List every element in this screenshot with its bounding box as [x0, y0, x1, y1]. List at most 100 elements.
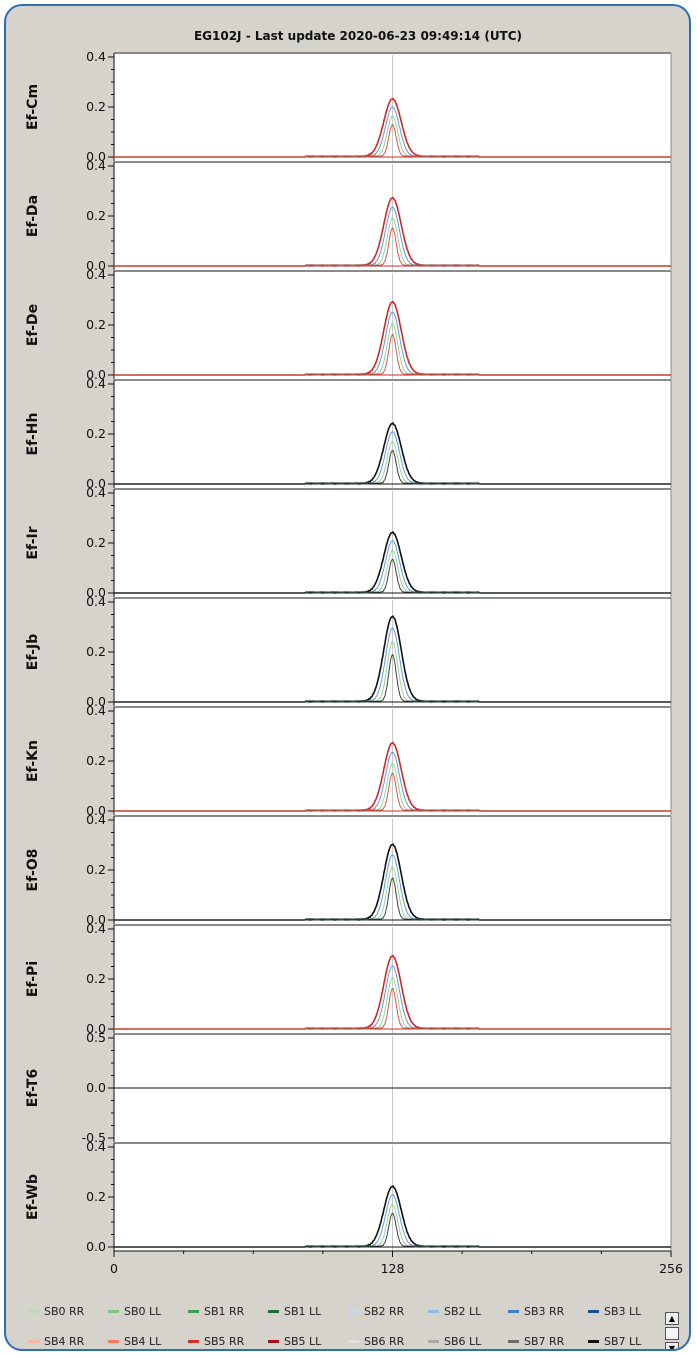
legend-swatch [268, 1339, 279, 1343]
legend-item: SB4 LL [108, 1326, 188, 1349]
legend-item: SB2 LL [428, 1296, 508, 1326]
station-label: Ef-Jb [25, 634, 41, 670]
y-tick-label: 0.2 [86, 535, 106, 550]
station-label: Ef-De [25, 304, 41, 346]
legend-swatch [348, 1309, 359, 1313]
y-tick-label: 0.0 [86, 694, 106, 709]
y-tick-label: 0.4 [86, 812, 106, 827]
panel-ef-da: 0.0 0.2 0.4 Ef-Da [25, 158, 672, 273]
legend-label: SB1 RR [204, 1304, 245, 1318]
scroll-down-button[interactable]: ▼ [665, 1342, 679, 1349]
panel-ef-kn: 0.0 0.2 0.4 Ef-Kn [25, 703, 672, 818]
panel-ef-jb: 0.0 0.2 0.4 Ef-Jb [25, 594, 672, 709]
legend-swatch [188, 1339, 199, 1343]
legend-swatch [588, 1309, 599, 1313]
y-tick-label: 0.4 [86, 703, 106, 718]
y-tick-label: 0.0 [86, 803, 106, 818]
legend-swatch [428, 1309, 439, 1313]
y-tick-label: 0.2 [86, 862, 106, 877]
panel-ef-pi: 0.0 0.2 0.4 Ef-Pi [25, 921, 672, 1036]
y-tick-label: -0.5 [82, 1130, 106, 1145]
legend-label: SB7 LL [604, 1334, 642, 1348]
y-tick-label: 0.0 [86, 1239, 106, 1254]
fringe-amplitude-chart: EG102J - Last update 2020-06-23 09:49:14… [25, 29, 683, 1276]
legend-label: SB6 RR [364, 1334, 405, 1348]
station-label: Ef-T6 [25, 1069, 41, 1107]
y-tick-label: 0.0 [86, 476, 106, 491]
x-tick-label: 256 [659, 1261, 683, 1276]
series-trace [114, 558, 671, 594]
legend-swatch [508, 1309, 519, 1313]
y-tick-label: 0.2 [86, 753, 106, 768]
series-trace [114, 449, 671, 485]
legend-item: SB6 RR [348, 1326, 428, 1349]
legend-swatch [508, 1339, 519, 1343]
panel-ef-o8: 0.0 0.2 0.4 Ef-O8 [25, 812, 672, 927]
y-tick-label: 0.0 [86, 258, 106, 273]
y-tick-label: 0.4 [86, 158, 106, 173]
y-tick-label: 0.0 [86, 149, 106, 164]
legend-label: SB2 LL [444, 1304, 482, 1318]
y-tick-label: 0.4 [86, 485, 106, 500]
legend-label: SB5 LL [284, 1334, 322, 1348]
legend-swatch [108, 1339, 119, 1343]
legend-item: SB3 RR [508, 1296, 588, 1326]
y-tick-label: 0.4 [86, 921, 106, 936]
legend-label: SB5 RR [204, 1334, 245, 1348]
panel-ef-hh: 0.0 0.2 0.4 Ef-Hh [25, 376, 672, 491]
y-tick-label: 0.5 [86, 1030, 106, 1045]
y-tick-label: 0.2 [86, 1189, 106, 1204]
legend-swatch [588, 1339, 599, 1343]
legend-swatch [348, 1339, 359, 1343]
x-tick-label: 128 [381, 1261, 405, 1276]
legend-item: SB5 LL [268, 1326, 348, 1349]
series-trace [114, 1212, 671, 1248]
scroll-up-button[interactable]: ▲ [665, 1312, 679, 1325]
legend-label: SB4 RR [44, 1334, 85, 1348]
station-label: Ef-Hh [25, 413, 41, 456]
legend-swatch [428, 1339, 439, 1343]
legend-item: SB4 RR [28, 1326, 108, 1349]
y-tick-label: 0.4 [86, 376, 106, 391]
x-tick-label: 0 [110, 1261, 118, 1276]
station-label: Ef-Ir [25, 526, 41, 559]
y-tick-label: 0.2 [86, 99, 106, 114]
y-tick-label: 0.4 [86, 49, 106, 64]
legend-swatch [268, 1309, 279, 1313]
legend: SB0 RR SB0 LL SB1 RR SB1 LL SB2 RR SB2 LL SB3 … [28, 1296, 668, 1349]
legend-item: SB7 RR [508, 1326, 588, 1349]
legend-swatch [188, 1309, 199, 1313]
legend-label: SB1 LL [284, 1304, 322, 1318]
series-trace [114, 333, 671, 376]
y-tick-label: 0.0 [86, 585, 106, 600]
panel-ef-cm: 0.0 0.2 0.4 Ef-Cm [25, 49, 672, 164]
legend-item: SB3 LL [588, 1296, 668, 1326]
legend-swatch [108, 1309, 119, 1313]
legend-label: SB6 LL [444, 1334, 482, 1348]
legend-label: SB3 LL [604, 1304, 642, 1318]
panel-ef-ir: 0.0 0.2 0.4 Ef-Ir [25, 485, 672, 600]
legend-item: SB1 LL [268, 1296, 348, 1326]
chart-title: EG102J - Last update 2020-06-23 09:49:14… [194, 29, 522, 43]
legend-scrollbar[interactable]: ▲ ▼ [665, 1312, 679, 1349]
station-label: Ef-Cm [25, 84, 41, 130]
legend-label: SB0 RR [44, 1304, 85, 1318]
legend-item: SB6 LL [428, 1326, 508, 1349]
legend-swatch [28, 1339, 39, 1343]
series-trace [114, 987, 671, 1030]
y-tick-label: 0.2 [86, 426, 106, 441]
panel-ef-wb: 0.0 0.2 0.4 Ef-Wb [25, 1139, 672, 1254]
series-trace [114, 877, 671, 921]
y-tick-label: 0.2 [86, 317, 106, 332]
legend-item: SB2 RR [348, 1296, 428, 1326]
y-tick-label: 0.2 [86, 971, 106, 986]
panel-ef-de: 0.0 0.2 0.4 Ef-De [25, 267, 672, 382]
legend-item: SB7 LL [588, 1326, 668, 1349]
legend-item: SB0 RR [28, 1296, 108, 1326]
y-tick-label: 0.0 [86, 1080, 106, 1095]
scroll-track[interactable] [665, 1327, 679, 1340]
legend-label: SB3 RR [524, 1304, 565, 1318]
series-trace [114, 772, 671, 812]
legend-item: SB1 RR [188, 1296, 268, 1326]
legend-item: SB5 RR [188, 1326, 268, 1349]
